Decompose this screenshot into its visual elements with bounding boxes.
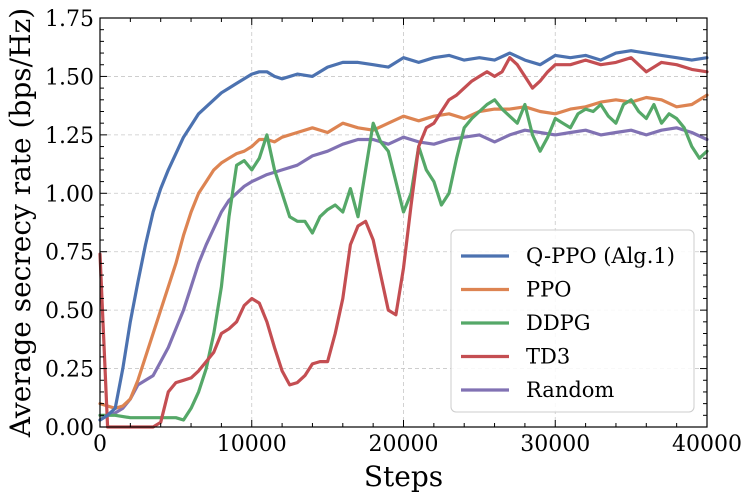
y-tick-label: 1.00 (45, 182, 94, 207)
y-tick-label: 0.75 (45, 241, 94, 266)
y-axis-label: Average secrecy rate (bps/Hz) (4, 8, 37, 438)
series-line-ppo (98, 93, 709, 410)
y-tick-label: 0.00 (45, 416, 94, 441)
x-tick-label: 30000 (520, 432, 590, 457)
x-tick-label: 40000 (672, 432, 742, 457)
x-tick-label: 10000 (217, 432, 287, 457)
axis-ticks (99, 17, 708, 428)
series-line-random (98, 126, 709, 422)
tick-labels: 0 10000 20000 30000 40000 0.00 0.25 0.50 0.75 1.0… (45, 7, 742, 457)
y-tick-label: 0.25 (45, 358, 94, 383)
x-axis-label: Steps (364, 460, 443, 493)
legend-label: Q-PPO (Alg.1) (526, 244, 675, 268)
y-tick-label: 1.75 (45, 7, 94, 32)
series-line-td3 (98, 56, 709, 429)
y-tick-label: 1.25 (45, 124, 94, 149)
legend-frame (450, 229, 695, 413)
y-tick-label: 1.50 (45, 65, 94, 90)
series-line-q-ppo-alg-1 (98, 49, 709, 422)
x-tick-label: 0 (93, 432, 107, 457)
legend-label: Random (526, 378, 614, 402)
series-layer (98, 49, 709, 429)
legend-label: DDPG (526, 311, 591, 335)
legend: Q-PPO (Alg.1) PPO DDPG TD3 Random (450, 229, 695, 413)
y-tick-label: 0.50 (45, 299, 94, 324)
series-line-ddpg (98, 98, 709, 422)
legend-label: PPO (526, 278, 571, 302)
x-tick-label: 20000 (369, 432, 439, 457)
legend-label: TD3 (526, 345, 570, 369)
